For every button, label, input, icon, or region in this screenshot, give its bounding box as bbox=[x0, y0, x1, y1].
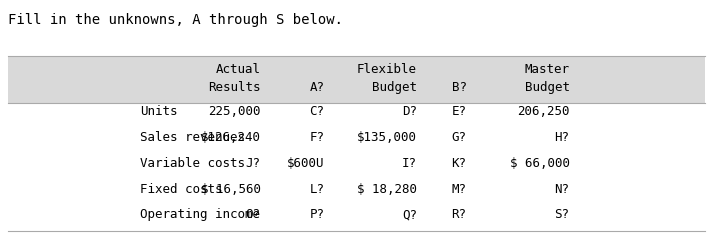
Text: Units: Units bbox=[140, 106, 178, 119]
Text: E?: E? bbox=[451, 106, 466, 119]
Text: Flexible: Flexible bbox=[357, 63, 417, 76]
Text: M?: M? bbox=[451, 183, 466, 196]
Text: $ 66,000: $ 66,000 bbox=[510, 157, 570, 170]
Text: Budget: Budget bbox=[525, 81, 570, 94]
Text: $ 16,560: $ 16,560 bbox=[200, 183, 261, 196]
Text: G?: G? bbox=[451, 131, 466, 144]
Text: Budget: Budget bbox=[372, 81, 417, 94]
Text: Fixed costs: Fixed costs bbox=[140, 183, 222, 196]
Text: O?: O? bbox=[245, 208, 261, 221]
Text: C?: C? bbox=[309, 106, 324, 119]
Text: $600U: $600U bbox=[287, 157, 324, 170]
Text: $ 18,280: $ 18,280 bbox=[357, 183, 417, 196]
Text: L?: L? bbox=[309, 183, 324, 196]
Text: R?: R? bbox=[451, 208, 466, 221]
Text: I?: I? bbox=[402, 157, 417, 170]
Text: 225,000: 225,000 bbox=[208, 106, 261, 119]
Text: F?: F? bbox=[309, 131, 324, 144]
FancyBboxPatch shape bbox=[9, 56, 704, 103]
Text: S?: S? bbox=[555, 208, 570, 221]
Text: Operating income: Operating income bbox=[140, 208, 260, 221]
Text: N?: N? bbox=[555, 183, 570, 196]
Text: Variable costs: Variable costs bbox=[140, 157, 245, 170]
Text: Results: Results bbox=[208, 81, 261, 94]
Text: P?: P? bbox=[309, 208, 324, 221]
Text: $135,000: $135,000 bbox=[357, 131, 417, 144]
Text: $126,240: $126,240 bbox=[200, 131, 261, 144]
Text: Q?: Q? bbox=[402, 208, 417, 221]
Text: Sales revenues: Sales revenues bbox=[140, 131, 245, 144]
Text: 206,250: 206,250 bbox=[517, 106, 570, 119]
Text: Fill in the unknowns, A through S below.: Fill in the unknowns, A through S below. bbox=[9, 13, 344, 27]
Text: K?: K? bbox=[451, 157, 466, 170]
Text: B?: B? bbox=[451, 81, 466, 94]
Text: D?: D? bbox=[402, 106, 417, 119]
Text: H?: H? bbox=[555, 131, 570, 144]
Text: Actual: Actual bbox=[215, 63, 261, 76]
Text: A?: A? bbox=[309, 81, 324, 94]
Text: J?: J? bbox=[245, 157, 261, 170]
Text: Master: Master bbox=[525, 63, 570, 76]
